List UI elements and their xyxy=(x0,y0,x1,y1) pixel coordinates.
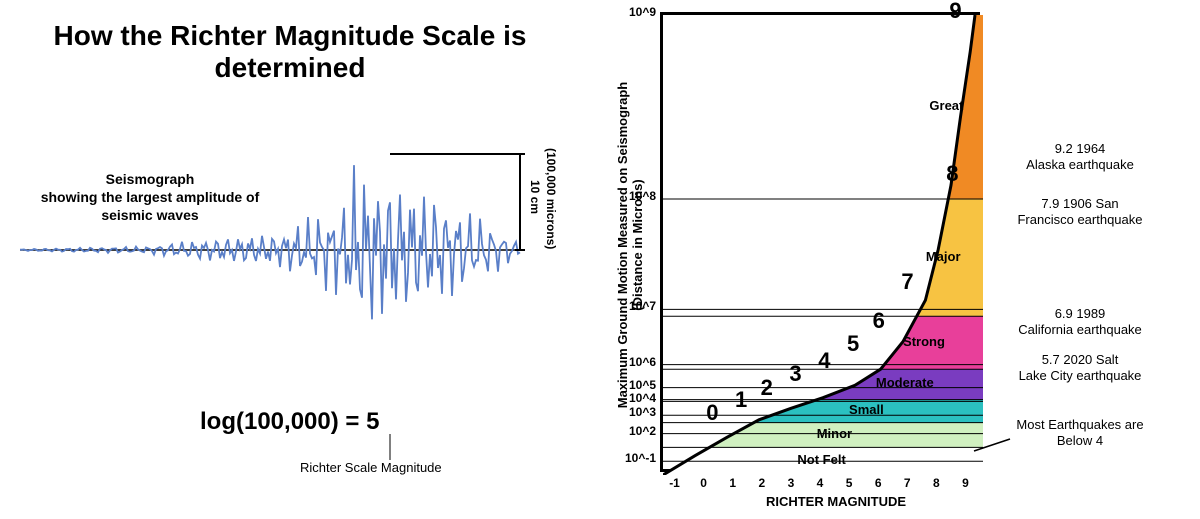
page-title: How the Richter Magnitude Scale is deter… xyxy=(20,20,560,84)
x-tick-label: 3 xyxy=(783,476,799,490)
annotation: Most Earthquakes areBelow 4 xyxy=(990,417,1170,450)
x-tick-label: 2 xyxy=(754,476,770,490)
x-tick-label: 9 xyxy=(957,476,973,490)
y-tick-label: 10^-1 xyxy=(614,451,656,465)
y-tick-label: 10^2 xyxy=(614,424,656,438)
bracket-label-main: 10 cm xyxy=(528,180,542,214)
curve-number-4: 4 xyxy=(818,348,830,374)
x-axis-label: RICHTER MAGNITUDE xyxy=(740,494,932,509)
curve-number-7: 7 xyxy=(901,269,913,295)
annotation: 9.2 1964Alaska earthquake xyxy=(990,141,1170,174)
bracket-main-text: 10 cm xyxy=(528,180,542,214)
chart-frame: Not FeltMinorSmallModerateStrongMajorGre… xyxy=(660,12,980,472)
band-label-not-felt: Not Felt xyxy=(777,452,867,467)
left-panel: How the Richter Magnitude Scale is deter… xyxy=(0,0,580,519)
x-tick-label: 6 xyxy=(870,476,886,490)
annotation: 6.9 1989California earthquake xyxy=(990,306,1170,339)
y-tick-label: 10^5 xyxy=(614,378,656,392)
curve-number-6: 6 xyxy=(873,308,885,334)
band-label-strong: Strong xyxy=(879,334,969,349)
x-tick-label: 5 xyxy=(841,476,857,490)
curve-number-8: 8 xyxy=(946,161,958,187)
y-tick-label: 10^9 xyxy=(614,5,656,19)
curve-number-5: 5 xyxy=(847,331,859,357)
y-tick-label: 10^4 xyxy=(614,391,656,405)
annotation: 5.7 2020 SaltLake City earthquake xyxy=(990,352,1170,385)
y-tick-label: 10^3 xyxy=(614,405,656,419)
x-tick-label: 4 xyxy=(812,476,828,490)
title-text: How the Richter Magnitude Scale is deter… xyxy=(54,20,527,83)
curve-number-2: 2 xyxy=(761,375,773,401)
band-label-small: Small xyxy=(821,402,911,417)
bracket-sub-text: (100,000 microns) xyxy=(544,148,558,249)
curve-number-1: 1 xyxy=(735,387,747,413)
y-tick-label: 10^6 xyxy=(614,355,656,369)
x-tick-label: -1 xyxy=(667,476,683,490)
curve-number-0: 0 xyxy=(706,400,718,426)
band-label-moderate: Moderate xyxy=(860,375,950,390)
annotation: 7.9 1906 SanFrancisco earthquake xyxy=(990,196,1170,229)
curve-number-3: 3 xyxy=(789,361,801,387)
bracket-label-sub: (100,000 microns) xyxy=(544,148,558,249)
seismograph-figure: Seismograph showing the largest amplitud… xyxy=(20,130,560,370)
x-axis-label-text: RICHTER MAGNITUDE xyxy=(766,494,906,509)
band-label-major: Major xyxy=(898,249,988,264)
formula-value: log(100,000) = 5 xyxy=(200,408,379,435)
y-tick-label: 10^7 xyxy=(614,299,656,313)
x-tick-label: 7 xyxy=(899,476,915,490)
band-label-minor: Minor xyxy=(789,426,879,441)
annotation-arrow xyxy=(972,425,1012,455)
band-label-great: Great xyxy=(901,98,991,113)
x-tick-label: 8 xyxy=(928,476,944,490)
y-tick-label: 10^8 xyxy=(614,189,656,203)
curve-number-9: 9 xyxy=(949,0,961,24)
formula-arrow-svg xyxy=(330,432,450,472)
x-tick-label: 1 xyxy=(725,476,741,490)
x-tick-label: 0 xyxy=(696,476,712,490)
right-panel: Maximum Ground Motion Measured on Seismo… xyxy=(590,0,1200,519)
seismograph-wave-svg xyxy=(20,130,560,370)
